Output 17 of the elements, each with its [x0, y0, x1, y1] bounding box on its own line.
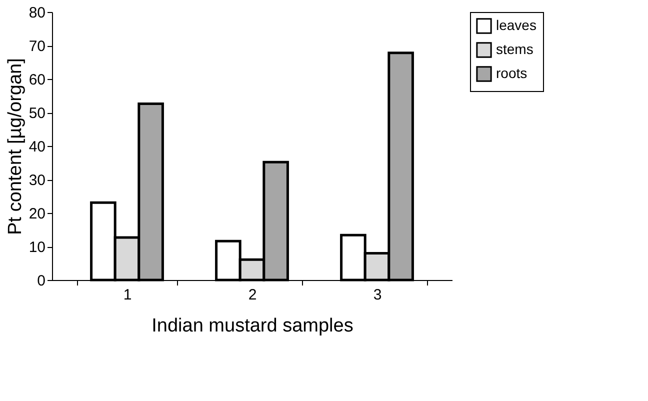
y-tick-label: 10: [28, 239, 46, 256]
legend-label: roots: [496, 65, 528, 81]
y-tick-label: 60: [28, 72, 46, 88]
x-tick-label: 1: [123, 286, 132, 304]
y-tick-label: 80: [28, 4, 46, 22]
y-tick-label: 0: [37, 272, 46, 290]
y-tick-label: 20: [28, 206, 46, 222]
y-tick-label: 70: [28, 38, 46, 55]
y-tick-label: 30: [28, 172, 46, 189]
y-tick-label: 40: [28, 138, 46, 156]
legend-label: leaves: [496, 17, 536, 33]
x-axis-title: Indian mustard samples: [152, 316, 354, 336]
legend-label: stems: [496, 41, 534, 57]
y-tick-label: 50: [28, 105, 46, 122]
x-tick-label: 3: [373, 286, 382, 304]
y-axis-title: Pt content [µg/organ]: [4, 58, 26, 235]
x-tick-label: 2: [248, 286, 257, 304]
